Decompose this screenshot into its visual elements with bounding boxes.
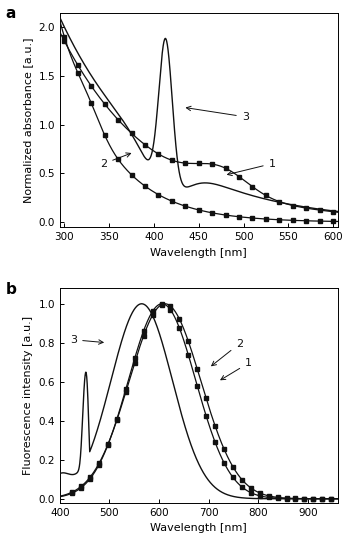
Text: 3: 3 xyxy=(187,106,249,122)
Text: b: b xyxy=(6,282,16,297)
Text: 1: 1 xyxy=(228,159,275,176)
Text: 2: 2 xyxy=(212,339,243,366)
Y-axis label: Fluorescence intensity [a.u.]: Fluorescence intensity [a.u.] xyxy=(23,316,33,475)
X-axis label: Wavelength [nm]: Wavelength [nm] xyxy=(150,247,247,258)
Text: a: a xyxy=(6,6,16,21)
Text: 1: 1 xyxy=(221,358,252,380)
Y-axis label: Normalized absorbance [a.u.]: Normalized absorbance [a.u.] xyxy=(23,37,33,202)
Text: 3: 3 xyxy=(70,335,103,345)
Text: 2: 2 xyxy=(100,153,131,168)
X-axis label: Wavelength [nm]: Wavelength [nm] xyxy=(150,523,247,533)
